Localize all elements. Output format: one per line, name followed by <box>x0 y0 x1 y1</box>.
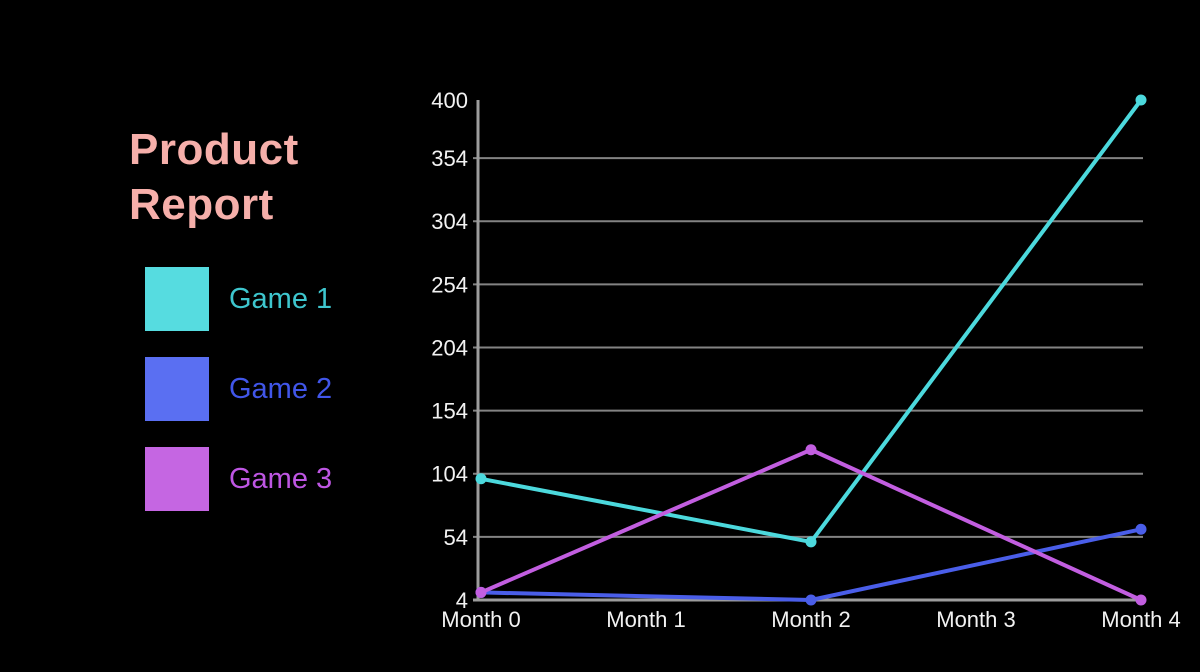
data-point-game-1 <box>1135 94 1147 106</box>
data-point-game-2 <box>805 594 817 606</box>
legend-item-game-3: Game 3 <box>145 447 332 511</box>
y-tick-label: 354 <box>431 146 468 171</box>
legend-swatch-game-2 <box>145 357 209 421</box>
legend-item-game-2: Game 2 <box>145 357 332 421</box>
data-point-game-3 <box>475 586 487 598</box>
y-tick-label: 4 <box>456 588 468 613</box>
data-point-game-1 <box>805 536 817 548</box>
y-tick-label: 400 <box>431 88 468 113</box>
series-line-game-3 <box>479 447 1143 602</box>
x-tick-label: Month 3 <box>936 607 1016 632</box>
legend-item-game-1: Game 1 <box>145 267 332 331</box>
data-point-game-3 <box>805 444 817 456</box>
chart-legend: Game 1 Game 2 Game 3 <box>145 267 332 537</box>
x-tick-label: Month 1 <box>606 607 686 632</box>
y-tick-label: 254 <box>431 272 468 297</box>
data-point-game-1 <box>475 473 487 485</box>
y-tick-label: 304 <box>431 209 468 234</box>
y-tick-label: 54 <box>444 525 468 550</box>
x-tick-label: Month 2 <box>771 607 851 632</box>
data-point-game-2 <box>1135 523 1147 535</box>
x-tick-label: Month 4 <box>1101 607 1181 632</box>
legend-swatch-game-1 <box>145 267 209 331</box>
y-tick-label: 154 <box>431 399 468 424</box>
series-line-game-1 <box>479 98 1143 544</box>
x-tick-label: Month 0 <box>441 607 521 632</box>
legend-label-game-1: Game 1 <box>229 282 333 315</box>
data-point-game-3 <box>1135 594 1147 606</box>
legend-label-game-2: Game 2 <box>229 372 333 405</box>
y-tick-label: 204 <box>431 335 468 360</box>
report-title: Product Report <box>129 125 299 229</box>
legend-label-game-3: Game 3 <box>229 462 333 495</box>
legend-swatch-game-3 <box>145 447 209 511</box>
y-tick-label: 104 <box>431 462 468 487</box>
